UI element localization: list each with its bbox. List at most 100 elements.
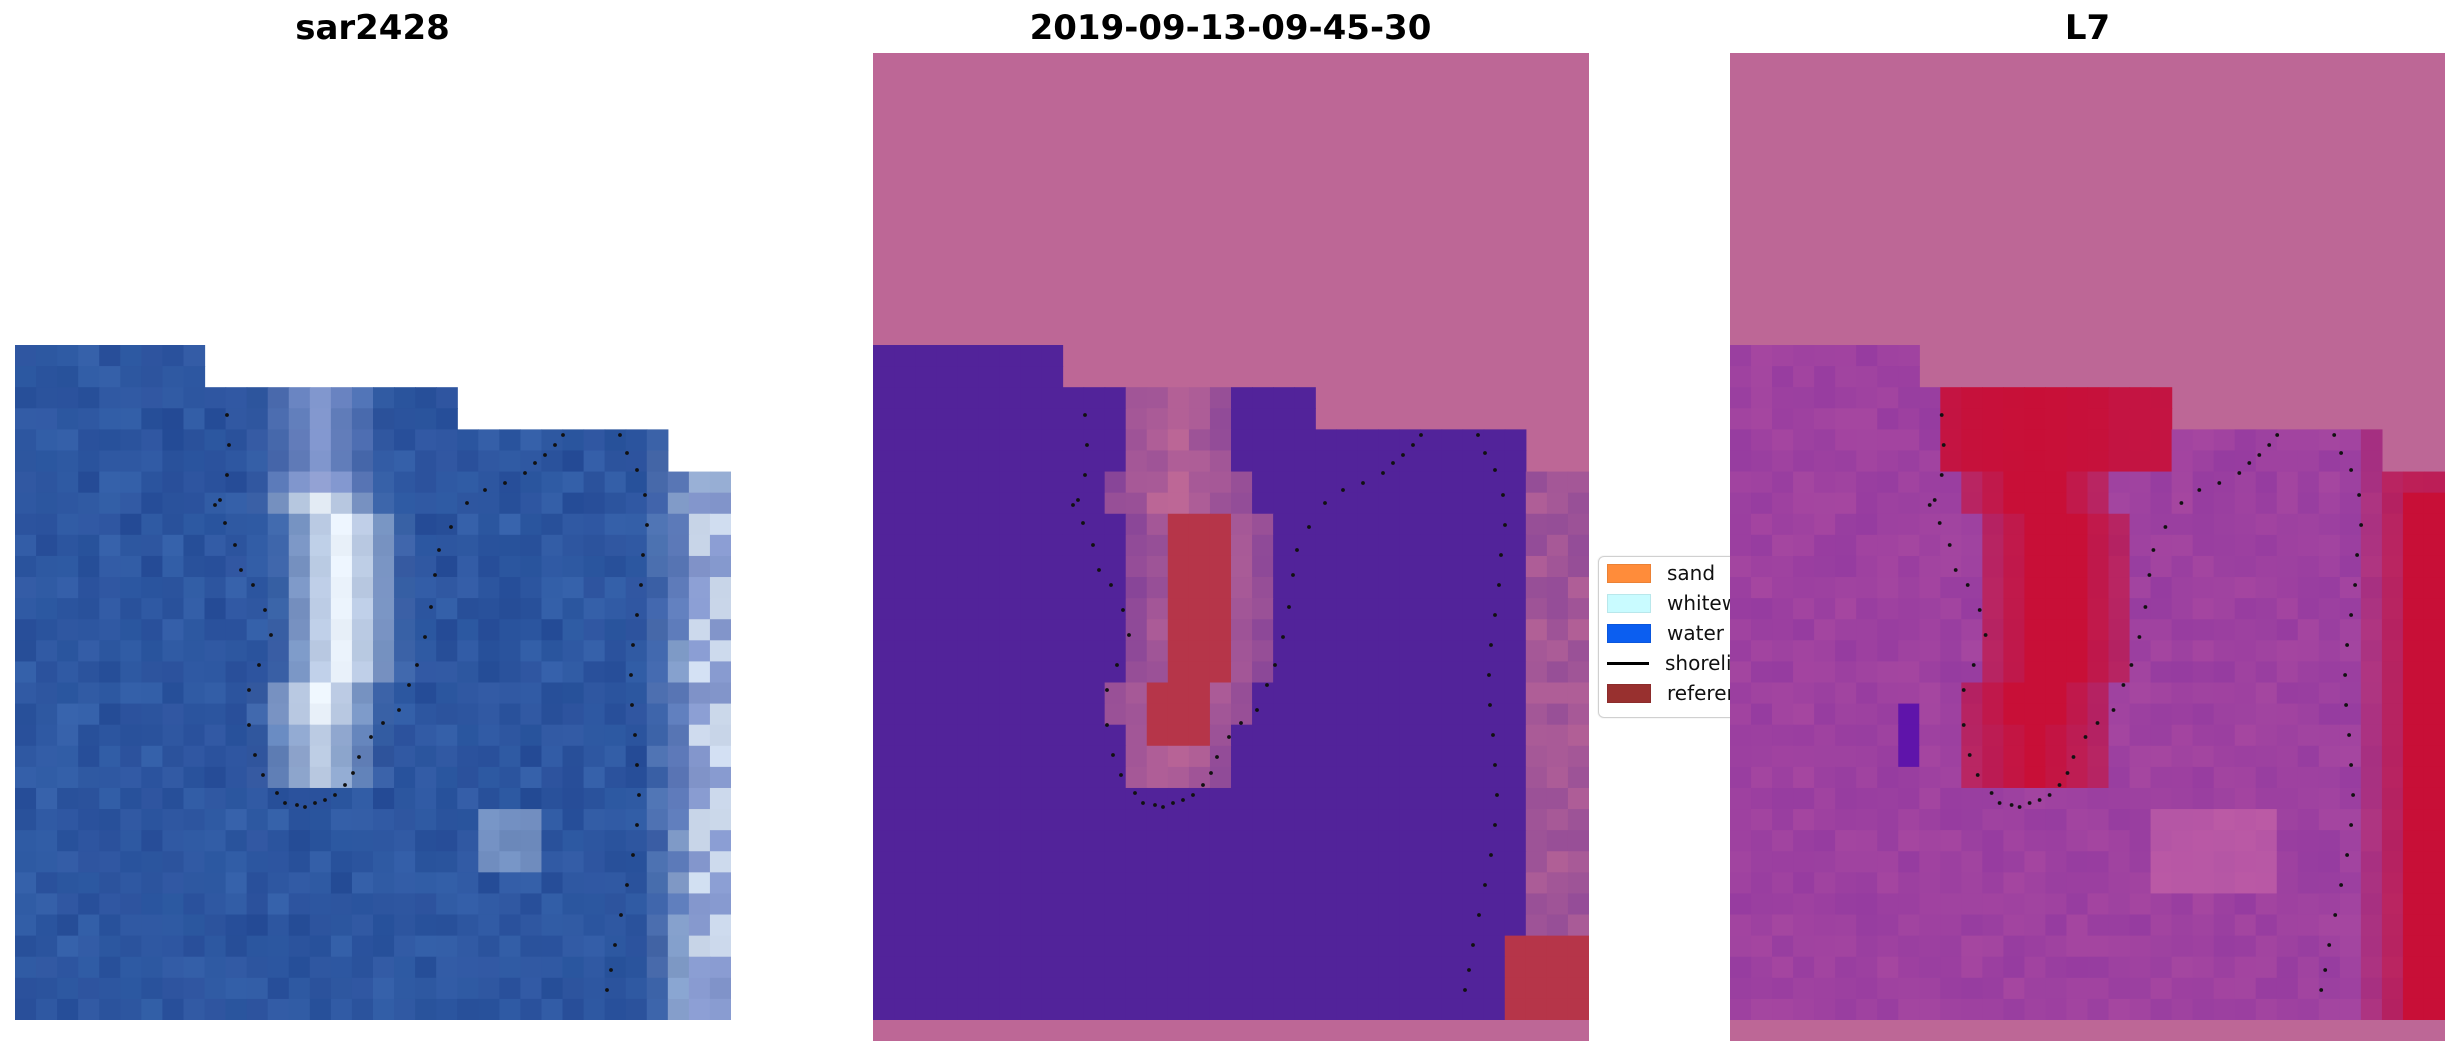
image-pixel bbox=[583, 429, 606, 452]
prob-pixel bbox=[2423, 534, 2445, 557]
class-pixel bbox=[1378, 977, 1401, 1000]
image-pixel bbox=[183, 914, 206, 937]
image-pixel bbox=[78, 619, 100, 641]
shoreline-point bbox=[261, 773, 265, 777]
class-pixel bbox=[1020, 914, 1043, 937]
class-pixel bbox=[1273, 661, 1295, 684]
prob-pixel bbox=[2213, 577, 2236, 599]
shoreline-point bbox=[1937, 521, 1942, 525]
prob-pixel bbox=[1898, 534, 1920, 557]
image-pixel bbox=[709, 998, 731, 1020]
image-pixel bbox=[478, 429, 500, 452]
shoreline-point bbox=[2349, 613, 2353, 617]
prob-pixel bbox=[2402, 682, 2425, 705]
image-pixel bbox=[225, 872, 248, 895]
prob-pixel bbox=[1793, 408, 1815, 430]
image-pixel bbox=[709, 872, 731, 895]
prob-pixel bbox=[1919, 408, 1941, 430]
class-pixel bbox=[894, 745, 916, 768]
shoreline-point bbox=[1121, 608, 1125, 612]
prob-pixel bbox=[2234, 745, 2257, 768]
class-pixel bbox=[1125, 745, 1148, 768]
prob-pixel bbox=[2318, 513, 2341, 536]
image-pixel bbox=[436, 766, 458, 789]
image-pixel bbox=[351, 893, 374, 916]
class-pixel bbox=[1252, 450, 1274, 473]
class-pixel bbox=[1209, 598, 1232, 620]
image-pixel bbox=[15, 682, 37, 705]
prob-pixel bbox=[1940, 830, 1962, 852]
class-pixel bbox=[1083, 703, 1106, 726]
class-pixel bbox=[1020, 851, 1043, 873]
class-pixel bbox=[915, 766, 937, 789]
prob-pixel bbox=[2318, 682, 2341, 705]
image-pixel bbox=[583, 998, 606, 1020]
prob-pixel bbox=[1772, 534, 1794, 557]
class-pixel bbox=[1441, 724, 1464, 747]
class-pixel bbox=[1188, 809, 1211, 831]
image-pixel bbox=[373, 724, 395, 747]
shoreline-point bbox=[483, 488, 487, 492]
prob-pixel bbox=[1772, 977, 1794, 1000]
class-pixel bbox=[1125, 598, 1148, 620]
prob-pixel bbox=[2360, 977, 2383, 1000]
prob-pixel bbox=[2024, 619, 2047, 641]
image-pixel bbox=[373, 429, 395, 452]
class-pixel bbox=[1336, 809, 1358, 831]
prob-pixel bbox=[1898, 387, 1920, 409]
image-pixel bbox=[604, 471, 627, 494]
class-pixel bbox=[936, 619, 958, 641]
prob-pixel bbox=[1898, 851, 1920, 873]
class-pixel bbox=[1294, 387, 1316, 409]
image-pixel bbox=[436, 872, 458, 895]
prob-pixel bbox=[1814, 724, 1836, 747]
image-pixel bbox=[499, 577, 522, 599]
image-pixel bbox=[646, 577, 669, 599]
prob-pixel bbox=[2234, 450, 2257, 473]
prob-pixel bbox=[2066, 956, 2089, 979]
image-pixel bbox=[709, 471, 731, 494]
image-pixel bbox=[520, 851, 543, 873]
shoreline-point bbox=[1953, 568, 1958, 572]
prob-pixel bbox=[1751, 345, 1773, 367]
image-pixel bbox=[436, 450, 458, 473]
prob-pixel bbox=[1730, 619, 1752, 641]
class-pixel bbox=[1083, 977, 1106, 1000]
prob-pixel bbox=[1814, 661, 1836, 684]
image-pixel bbox=[415, 977, 437, 1000]
class-pixel bbox=[1146, 851, 1169, 873]
shoreline-point bbox=[333, 793, 337, 797]
prob-pixel bbox=[2024, 787, 2047, 810]
shoreline-point bbox=[1997, 801, 2002, 805]
image-pixel bbox=[141, 492, 164, 515]
prob-pixel bbox=[1751, 619, 1773, 641]
prob-pixel bbox=[2108, 914, 2131, 937]
image-pixel bbox=[415, 724, 437, 747]
class-pixel bbox=[1315, 998, 1337, 1021]
shoreline-point bbox=[1281, 635, 1285, 639]
prob-pixel bbox=[2045, 534, 2068, 557]
prob-pixel bbox=[1961, 598, 1983, 620]
class-pixel bbox=[1062, 703, 1085, 726]
prob-pixel bbox=[2108, 450, 2131, 473]
class-pixel bbox=[1357, 724, 1380, 747]
prob-pixel bbox=[2066, 914, 2089, 937]
prob-pixel bbox=[1961, 851, 1983, 873]
prob-pixel bbox=[2234, 513, 2257, 536]
image-pixel bbox=[562, 577, 585, 599]
class-pixel bbox=[1378, 577, 1401, 599]
prob-pixel bbox=[1751, 724, 1773, 747]
image-pixel bbox=[478, 893, 500, 916]
class-pixel bbox=[1567, 661, 1589, 684]
class-pixel bbox=[1083, 429, 1106, 452]
prob-pixel bbox=[2381, 555, 2404, 578]
image-pixel bbox=[15, 429, 37, 452]
prob-pixel bbox=[1940, 598, 1962, 620]
prob-pixel bbox=[2255, 872, 2278, 895]
image-pixel bbox=[309, 956, 332, 979]
class-pixel bbox=[1462, 787, 1485, 810]
image-pixel bbox=[57, 682, 79, 705]
prob-pixel bbox=[1814, 577, 1836, 599]
image-pixel bbox=[99, 830, 121, 852]
prob-pixel bbox=[2129, 429, 2152, 452]
